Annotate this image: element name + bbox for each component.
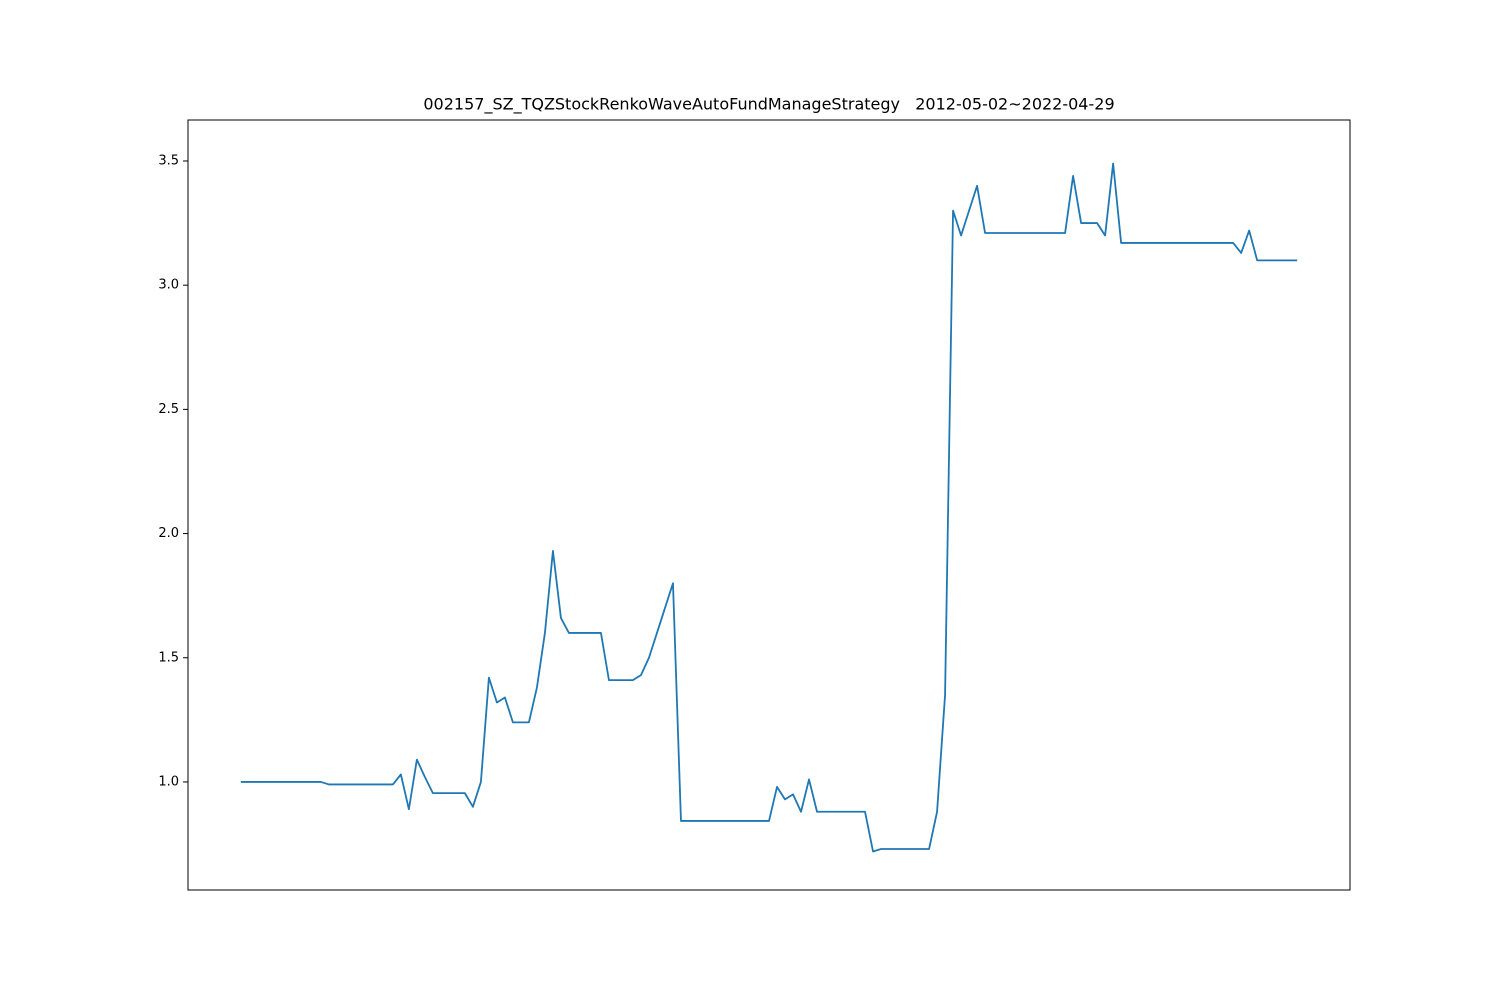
y-tick-label: 1.5 [158,650,179,665]
chart-title: 002157_SZ_TQZStockRenkoWaveAutoFundManag… [423,95,1114,115]
line-series [240,162,1298,853]
y-tick-label: 2.5 [158,402,179,417]
y-tick-label: 3.5 [158,153,179,168]
y-tick-label: 2.0 [158,526,179,541]
y-tick-label: 1.0 [158,774,179,789]
plot-frame [187,119,1351,891]
y-tick-label: 3.0 [158,278,179,293]
